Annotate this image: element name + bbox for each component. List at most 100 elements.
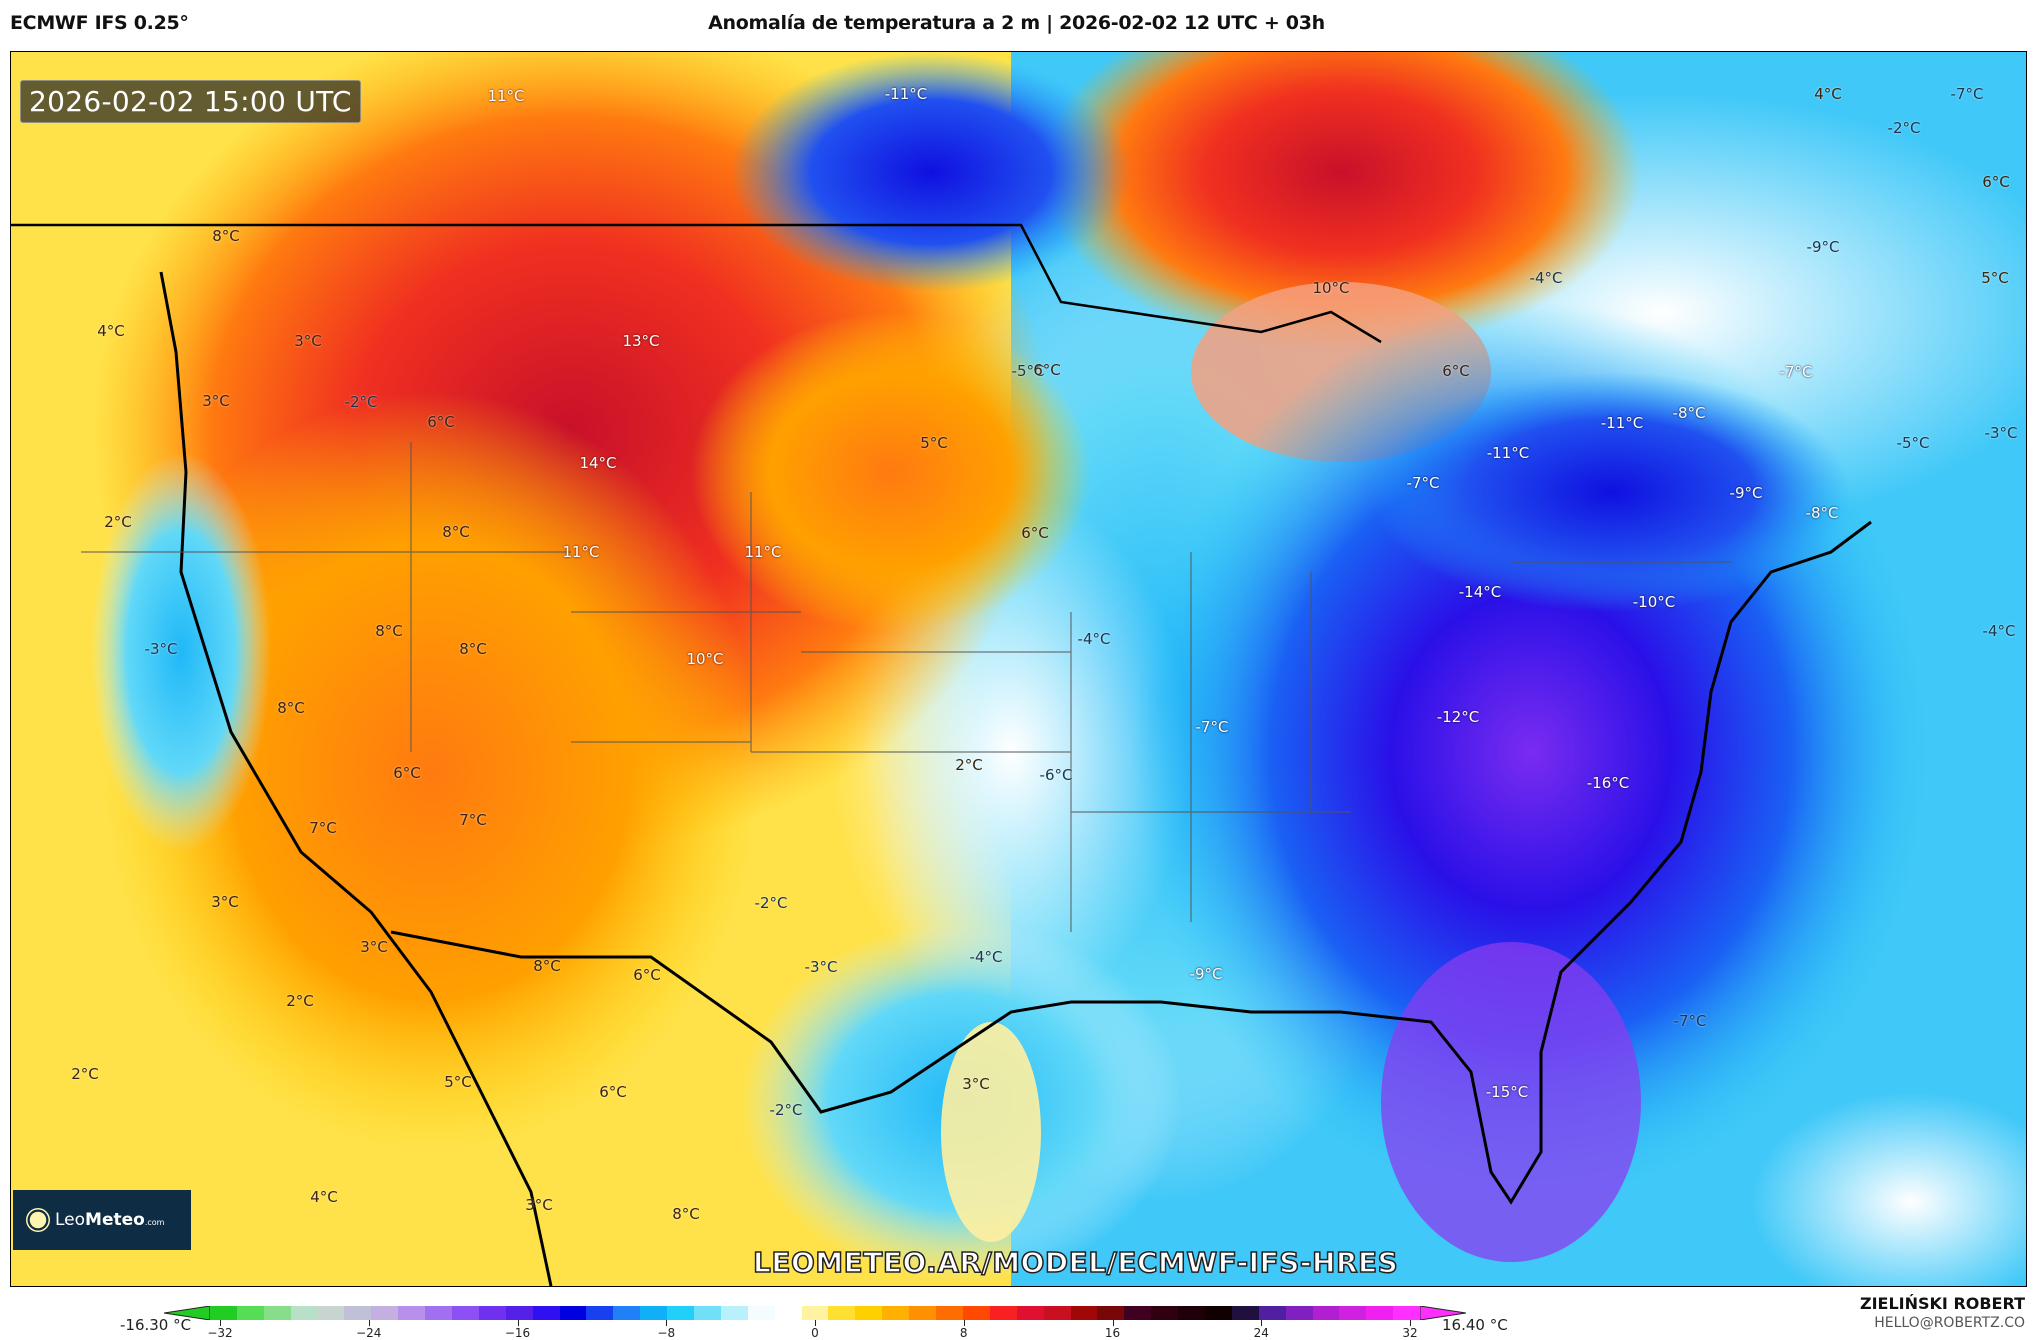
contour-label: -10°C: [1632, 593, 1676, 611]
colorbar-swatch: [667, 1306, 695, 1320]
contour-label: 6°C: [1033, 361, 1061, 379]
contour-label: 8°C: [277, 699, 305, 717]
contour-label: 5°C: [920, 434, 948, 452]
contour-label: 6°C: [393, 764, 421, 782]
colorbar-tick: [963, 1320, 965, 1326]
colorbar-swatch: [962, 1306, 990, 1320]
colorbar-swatch: [1231, 1306, 1259, 1320]
colorbar-tick-label: 8: [959, 1326, 968, 1340]
colorbar-swatch: [1097, 1306, 1125, 1320]
contour-label: 8°C: [533, 957, 561, 975]
author-email[interactable]: HELLO@ROBERTZ.CO: [1874, 1315, 2025, 1331]
contour-label: 5°C: [1981, 269, 2009, 287]
contour-label: 13°C: [622, 332, 660, 350]
contour-label: 6°C: [1442, 362, 1470, 380]
colorbar-swatch: [452, 1306, 479, 1320]
contour-label: 3°C: [525, 1196, 553, 1214]
colorbar-swatch: [909, 1306, 937, 1320]
colorbar-swatch: [640, 1306, 668, 1320]
temperature-anomaly-map[interactable]: 2026-02-02 15:00 UTC 11°C 8°C 4°C 3°C 13°C 3°…: [10, 51, 2027, 1287]
colorbar-swatch: [398, 1306, 426, 1320]
colorbar-swatch: [1151, 1306, 1179, 1320]
contour-label: -5°C: [1896, 434, 1930, 452]
author-credit: ZIELIŃSKI ROBERT HELLO@ROBERTZ.CO: [1860, 1294, 2025, 1331]
contour-label: -5°C: [1011, 362, 1045, 380]
colorbar-tick: [815, 1320, 816, 1326]
colorbar-tick-label: −32: [207, 1326, 233, 1340]
contour-label: 6°C: [633, 966, 661, 984]
contour-label: -4°C: [969, 948, 1003, 966]
colorbar-swatch: [613, 1306, 641, 1320]
colorbar-tick: [1261, 1320, 1263, 1326]
contour-label: 8°C: [375, 622, 403, 640]
colorbar-tick-label: −8: [657, 1326, 676, 1340]
contour-label: -8°C: [1672, 404, 1706, 422]
contour-label: 11°C: [562, 543, 600, 561]
colorbar-swatch: [1312, 1306, 1340, 1320]
contour-label: 3°C: [360, 938, 388, 956]
colorbar-swatch: [210, 1306, 237, 1320]
contour-label: 5°C: [444, 1073, 472, 1091]
contour-label: 3°C: [962, 1075, 990, 1093]
colorbar-swatch: [1339, 1306, 1367, 1320]
contour-label: -16°C: [1586, 774, 1630, 792]
logo-text: LeoMeteo.com: [55, 1210, 165, 1230]
colorbar-tick: [517, 1320, 519, 1326]
contour-label: 8°C: [442, 523, 470, 541]
contour-label: -7°C: [1673, 1012, 1707, 1030]
contour-label: -14°C: [1458, 583, 1502, 601]
contour-label: -2°C: [344, 393, 378, 411]
contour-label: 6°C: [599, 1083, 627, 1101]
colorbar-swatch: [1043, 1306, 1071, 1320]
contour-label: 6°C: [1021, 524, 1049, 542]
contour-label: -11°C: [1600, 414, 1644, 432]
contour-label: -15°C: [1485, 1083, 1529, 1101]
contour-label: 4°C: [1814, 85, 1842, 103]
contour-label: -8°C: [1805, 504, 1839, 522]
colorbar-tick-label: 0: [811, 1326, 819, 1340]
contour-label: -4°C: [1982, 622, 2016, 640]
colorbar-swatch: [694, 1306, 721, 1320]
contour-label: -9°C: [1189, 965, 1223, 983]
colorbar-swatch: [290, 1306, 318, 1320]
colorbar-tick-label: −24: [356, 1326, 382, 1340]
contour-label: 2°C: [71, 1065, 99, 1083]
contour-label: -7°C: [1779, 363, 1813, 381]
contour-label: -2°C: [754, 894, 788, 912]
contour-label: 6°C: [1982, 173, 2010, 191]
contour-label: -2°C: [1887, 119, 1921, 137]
colorbar-swatch: [559, 1306, 587, 1320]
colorbar-swatch: [532, 1306, 560, 1320]
leometeo-logo[interactable]: LeoMeteo.com: [13, 1190, 191, 1250]
contour-label: -6°C: [1039, 766, 1073, 784]
colorbar-tick-label: −16: [504, 1326, 531, 1340]
colorbar-swatch: [1393, 1306, 1421, 1320]
contour-label: -11°C: [1486, 444, 1530, 462]
contour-label: -7°C: [1950, 85, 1984, 103]
colorbar-swatch: [1178, 1306, 1205, 1320]
colorbar-swatch: [936, 1306, 963, 1320]
colorbar-swatch: [855, 1306, 883, 1320]
colorbar-swatch: [1366, 1306, 1394, 1320]
model-title: ECMWF IFS 0.25°: [10, 12, 189, 34]
sun-icon: [29, 1211, 47, 1229]
contour-label: -7°C: [1195, 718, 1229, 736]
valid-time-badge: 2026-02-02 15:00 UTC: [20, 80, 361, 123]
colorbar-swatch: [801, 1306, 829, 1320]
colorbar-min-label: -16.30 °C: [120, 1316, 192, 1334]
colorbar-swatch: [774, 1306, 802, 1320]
contour-label: 7°C: [309, 819, 337, 837]
contour-label: 7°C: [459, 811, 487, 829]
contour-label: 2°C: [104, 513, 132, 531]
colorbar-tick-label: 16: [1104, 1326, 1121, 1340]
colorbar-swatch: [586, 1306, 614, 1320]
contour-label: 8°C: [212, 227, 240, 245]
contour-label: 2°C: [286, 992, 314, 1010]
colorbar-swatch: [344, 1306, 372, 1320]
colorbar-swatch: [989, 1306, 1017, 1320]
colorbar-swatch: [1258, 1306, 1286, 1320]
contour-label: 8°C: [459, 640, 487, 658]
colorbar-swatch: [720, 1306, 748, 1320]
contour-label: 11°C: [744, 543, 782, 561]
contour-label: 3°C: [202, 392, 230, 410]
